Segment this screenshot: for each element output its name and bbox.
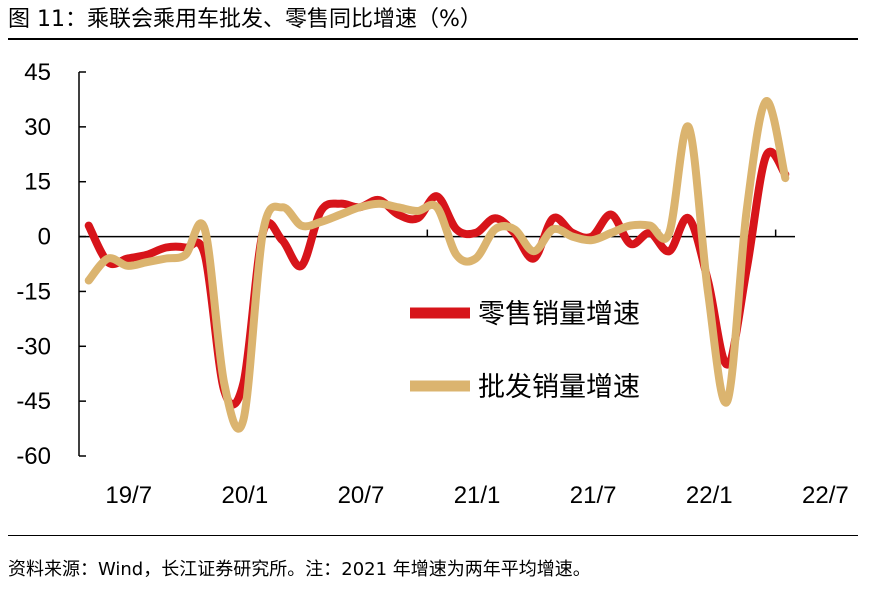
y-tick-label: 0 (38, 224, 51, 251)
x-tick-label: 20/7 (338, 482, 385, 509)
retail-series-line (84, 147, 790, 409)
x-tick-label: 21/7 (570, 482, 617, 509)
y-tick-label: -15 (16, 278, 51, 305)
y-tick-label: -30 (16, 333, 51, 360)
x-tick-label: 22/1 (686, 482, 733, 509)
wholesale-series-line (84, 97, 790, 433)
y-axis: 45 30 15 0 -15 -30 -45 -60 (16, 59, 86, 470)
footer-rule (8, 535, 858, 536)
series-layer (84, 97, 790, 433)
legend-label-wholesale: 批发销量增速 (478, 372, 640, 403)
y-tick-label: -45 (16, 388, 51, 415)
x-tick-label: 21/1 (454, 482, 501, 509)
y-tick-label: 15 (24, 169, 51, 196)
x-tick-label: 22/7 (802, 482, 849, 509)
y-tick-label: 30 (24, 114, 51, 141)
legend: 零售销量增速 批发销量增速 (410, 299, 640, 403)
legend-label-retail: 零售销量增速 (478, 299, 640, 330)
y-tick-label: -60 (16, 443, 51, 470)
x-tick-label: 20/1 (221, 482, 268, 509)
y-tick-label: 45 (24, 59, 51, 86)
line-chart: 45 30 15 0 -15 -30 -45 -60 19/7 20/1 20/7 21/1 21/7… (16, 59, 849, 509)
source-note: 资料来源：Wind，长江证券研究所。注：2021 年增速为两年平均增速。 (8, 559, 591, 580)
title-rule (8, 38, 858, 40)
x-tick-label: 19/7 (105, 482, 152, 509)
chart-title: 图 11：乘联会乘用车批发、零售同比增速（%） (8, 7, 482, 32)
